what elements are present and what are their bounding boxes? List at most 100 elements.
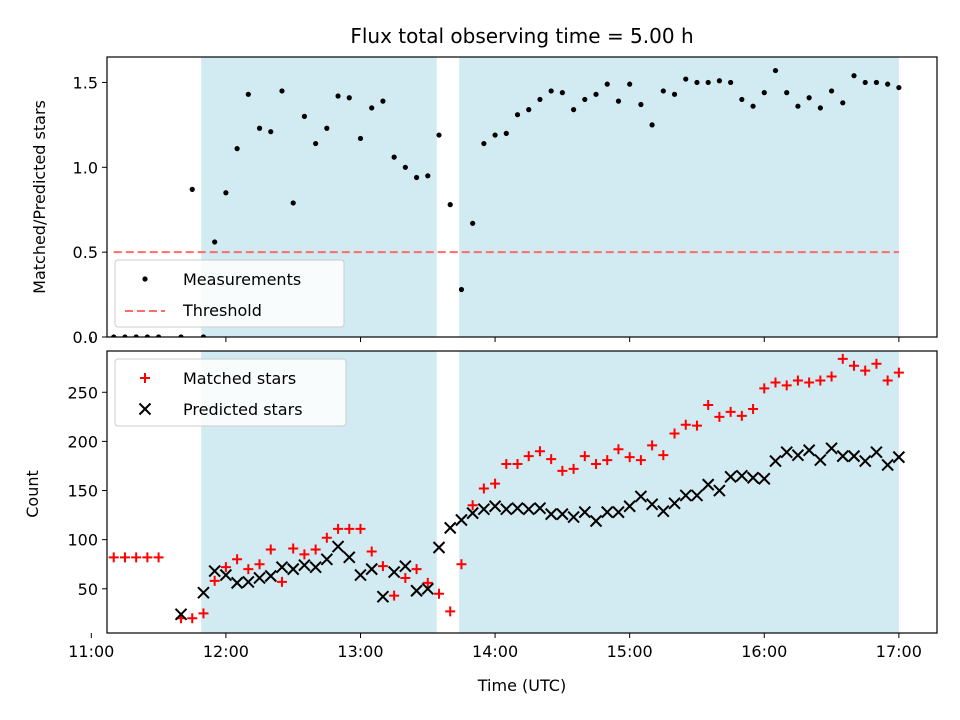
measurement-point (481, 140, 487, 147)
bottom-y-axis-label: Count (23, 470, 42, 518)
matched-star-point (624, 452, 635, 463)
matched-star-point (557, 465, 568, 476)
predicted-star-point (174, 608, 188, 621)
predicted-star-point (365, 562, 378, 576)
measurement-point (380, 98, 386, 104)
matched-star-point (153, 552, 164, 563)
matched-star-point (658, 450, 669, 461)
plot-frame (106, 350, 938, 634)
measurement-point (694, 79, 700, 86)
predicted-star-point (376, 590, 390, 603)
matched-star-point (131, 552, 142, 563)
matched-star-point (781, 380, 792, 391)
top-y-axis-label: Matched/Predicted stars (30, 100, 49, 294)
predicted-star-point (859, 454, 872, 468)
measurement-point (638, 101, 644, 108)
measurement-point (615, 98, 622, 104)
matched-star-point (355, 523, 366, 534)
matched-star-point (400, 572, 411, 583)
predicted-star-point (354, 568, 367, 582)
matched-star-point (321, 532, 332, 543)
measurement-point (570, 107, 577, 113)
legend: Measurements Threshold (114, 259, 345, 328)
predicted-star-point (567, 510, 580, 524)
predicted-star-point (477, 502, 491, 516)
matched-star-point (804, 377, 815, 388)
matched-star-point (422, 577, 433, 588)
measurement-point (514, 112, 521, 118)
predicted-star-point (645, 498, 659, 511)
matched-star-point (725, 406, 736, 417)
legend-plus-icon (140, 373, 150, 383)
measurement-point (200, 334, 207, 337)
matched-star-point (445, 606, 456, 617)
matched-star-point (882, 375, 893, 386)
matched-star-point (377, 561, 388, 572)
plot-frame (106, 56, 938, 338)
predicted-star-point (701, 478, 715, 491)
matched-star-point (680, 419, 691, 430)
measurement-point (279, 88, 285, 94)
chart-title: Flux total observing time = 5.00 h (350, 24, 693, 48)
predicted-star-point (881, 458, 894, 472)
legend-label: Measurements (183, 270, 301, 289)
predicted-star-point (488, 500, 502, 513)
predicted-star-point (769, 454, 782, 468)
matched-star-point (108, 552, 119, 563)
measurement-point (492, 132, 498, 138)
measurement-point (256, 125, 263, 131)
measurement-point (627, 81, 633, 87)
measurement-point (178, 334, 184, 337)
measurement-point (425, 173, 431, 179)
data-marks (111, 67, 902, 337)
predicted-star-point (825, 442, 838, 455)
measurement-point (436, 132, 442, 138)
measurement-point (784, 90, 790, 96)
shaded-span-1 (459, 351, 899, 633)
legend-box (114, 259, 345, 328)
measurement-point (896, 84, 902, 91)
matched-star-point (591, 458, 602, 469)
matched-star-point (198, 608, 209, 619)
predicted-star-point (197, 586, 210, 599)
predicted-star-point (298, 558, 311, 572)
matched-star-point (243, 564, 254, 575)
measurement-point (705, 79, 711, 86)
matched-star-point (635, 455, 646, 466)
predicted-star-point (847, 449, 861, 463)
predicted-star-point (410, 584, 423, 597)
predicted-star-point (466, 506, 479, 520)
matched-star-point (534, 446, 545, 457)
measurement-point (772, 67, 779, 74)
predicted-star-point (253, 571, 266, 585)
matched-star-point (187, 613, 198, 624)
data-marks (108, 353, 906, 624)
measurement-point (268, 129, 274, 135)
predicted-star-point (533, 502, 547, 515)
matched-star-point (826, 371, 837, 382)
predicted-star-point (230, 576, 244, 590)
measurement-point (716, 78, 723, 84)
y-tick-label: 1.5 (73, 73, 98, 92)
predicted-star-point (264, 569, 277, 583)
matched-star-point (366, 546, 377, 557)
measurement-point (212, 239, 218, 245)
predicted-star-point (679, 489, 692, 502)
matched-star-point (759, 383, 770, 394)
x-tick-label: 12:00 (203, 642, 249, 661)
predicted-star-point (713, 484, 726, 497)
predicted-star-point (589, 514, 603, 528)
measurement-point (660, 88, 666, 94)
predicted-star-point (286, 562, 300, 576)
predicted-star-point (814, 453, 827, 467)
measurement-point (885, 81, 891, 87)
matched-star-point (333, 523, 344, 534)
predicted-star-point (522, 502, 535, 516)
measurement-point (671, 91, 678, 97)
measurement-point (413, 174, 420, 181)
measurement-point (402, 164, 408, 170)
matched-star-point (276, 576, 287, 587)
predicted-star-point (421, 582, 434, 595)
measurement-point (526, 107, 532, 113)
